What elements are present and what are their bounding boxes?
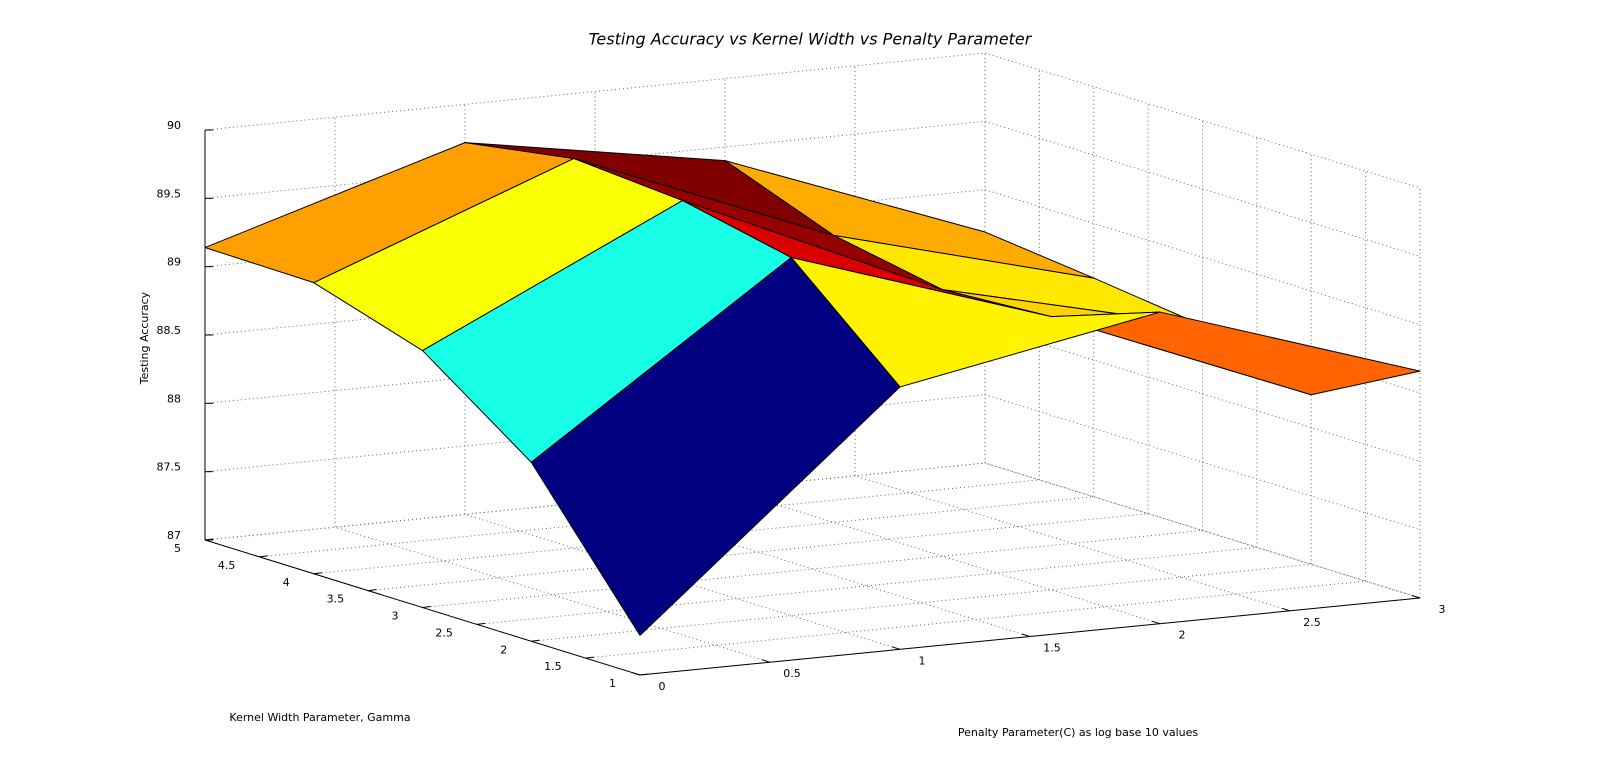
tick-mark	[631, 672, 641, 676]
x-tick-label: 2	[1179, 629, 1186, 642]
tick-mark	[639, 673, 649, 676]
grid-line	[724, 488, 1161, 625]
z-tick-label: 87	[167, 529, 181, 542]
x-tick-label: 3	[1439, 603, 1446, 616]
z-tick-label: 88	[167, 392, 181, 405]
z-tick-label: 89	[167, 256, 181, 269]
tick-mark	[1411, 595, 1421, 599]
tick-mark	[761, 659, 771, 663]
tick-mark	[368, 589, 377, 592]
surface-face	[530, 257, 901, 636]
tick-mark	[1151, 620, 1161, 625]
grid-line	[854, 475, 1291, 612]
x-tick-label: 0.5	[783, 667, 801, 680]
z-tick-label: 88.5	[157, 324, 182, 337]
tick-mark	[313, 572, 322, 575]
z-axis-label: Testing Accuracy	[138, 291, 151, 385]
x-tick-label: 1.5	[1043, 642, 1061, 655]
x-tick-label: 1	[919, 654, 926, 667]
y-tick-label: 4.5	[218, 559, 236, 572]
grid-line	[204, 52, 986, 131]
z-tick-label: 90	[167, 119, 181, 132]
x-tick-label: 0	[659, 680, 666, 693]
tick-mark	[204, 538, 214, 541]
x-axis-label: Penalty Parameter(C) as log base 10 valu…	[958, 726, 1199, 739]
y-tick-label: 2.5	[435, 626, 453, 639]
tick-mark	[531, 639, 540, 642]
tick-mark	[1281, 607, 1291, 612]
y-tick-label: 4	[283, 576, 290, 589]
z-tick-label: 89.5	[157, 187, 182, 200]
y-tick-label: 1.5	[544, 660, 562, 673]
y-tick-label: 3.5	[327, 593, 345, 606]
y-axis-label: Kernel Width Parameter, Gamma	[229, 711, 410, 724]
tick-mark	[585, 656, 594, 659]
y-tick-label: 1	[609, 677, 616, 690]
tick-mark	[422, 606, 431, 608]
tick-mark	[891, 646, 901, 650]
tick-mark	[259, 555, 268, 558]
tick-mark	[476, 622, 485, 625]
y-tick-label: 3	[392, 610, 399, 623]
tick-mark	[1021, 633, 1031, 637]
chart-title: Testing Accuracy vs Kernel Width vs Pena…	[589, 30, 1033, 49]
y-tick-label: 2	[500, 643, 507, 656]
z-tick-label: 87.5	[157, 461, 182, 474]
x-tick-label: 2.5	[1303, 616, 1321, 629]
grid-line	[422, 530, 1203, 608]
y-tick-label: 5	[174, 542, 181, 555]
grid-line	[984, 52, 1421, 189]
